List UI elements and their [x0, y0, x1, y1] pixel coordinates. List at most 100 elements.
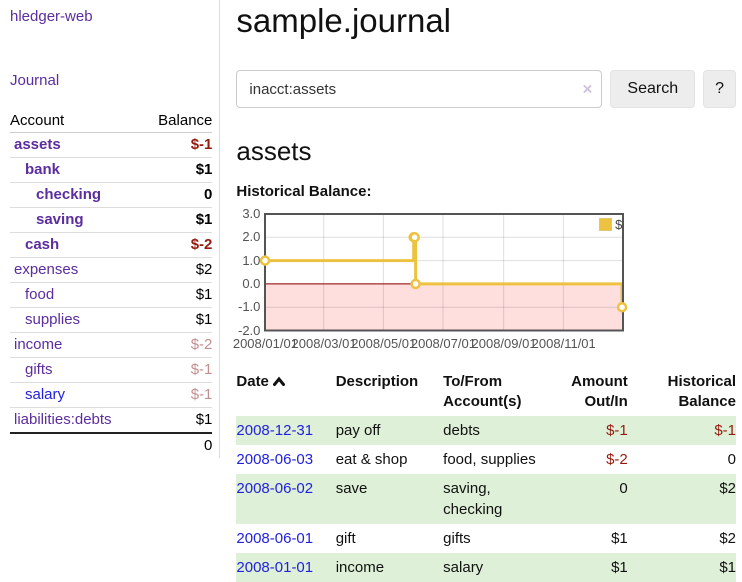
account-link[interactable]: bank [25, 161, 61, 178]
account-balance: $1 [141, 407, 213, 434]
main-content: sample.journal × Search ? assets Histori… [220, 0, 742, 582]
account-link[interactable]: gifts [25, 361, 53, 378]
description-cell: pay off [335, 422, 381, 439]
search-button[interactable]: Search [610, 70, 696, 108]
date-header-label: Date [236, 373, 269, 390]
account-name-cell: salary [10, 382, 142, 408]
account-balance: 0 [141, 182, 213, 208]
account-row: food $1 [10, 282, 213, 308]
register-table: Date Description To/From Account(s) Amou… [236, 370, 736, 582]
x-axis-tick-label: 2008/01/01 [232, 335, 298, 351]
register-row: 2008-06-02 save saving, checking 0 $2 [236, 474, 736, 524]
date-cell: 2008-06-01 [236, 524, 335, 553]
accounts-cell: salary [443, 559, 484, 576]
transaction-date-link[interactable]: 2008-06-02 [236, 480, 314, 497]
amount-cell: 0 [619, 480, 628, 497]
amount-cell: $1 [611, 530, 628, 547]
account-link[interactable]: saving [36, 211, 84, 228]
total-balance: 0 [141, 432, 213, 458]
account-balance: $1 [141, 282, 213, 308]
account-link[interactable]: supplies [25, 311, 81, 328]
account-name-cell: cash [10, 232, 142, 258]
account-link[interactable]: cash [25, 236, 60, 253]
account-link[interactable]: assets [14, 136, 61, 153]
search-input[interactable] [236, 70, 603, 108]
register-row: 2008-06-03 eat & shop food, supplies $-2 0 [236, 445, 736, 474]
account-row: income $-2 [10, 332, 213, 358]
transaction-date-link[interactable]: 2008-01-01 [236, 559, 314, 576]
account-row: saving $1 [10, 207, 213, 233]
account-row: expenses $2 [10, 257, 213, 283]
account-link[interactable]: salary [25, 386, 66, 403]
account-link[interactable]: food [25, 286, 55, 303]
accounts-cell: food, supplies [443, 451, 536, 468]
account-link[interactable]: expenses [14, 261, 79, 278]
account-row: supplies $1 [10, 307, 213, 333]
y-axis-tick-label: 1.0 [242, 252, 261, 268]
account-name-cell: assets [10, 132, 142, 158]
account-name-cell: income [10, 332, 142, 358]
legend-swatch [599, 218, 613, 231]
transaction-date-link[interactable]: 2008-12-31 [236, 422, 314, 439]
account-balance: $2 [141, 257, 213, 283]
account-row: gifts $-1 [10, 357, 213, 383]
account-balance: $1 [141, 207, 213, 233]
x-axis-tick-label: 2008/11/01 [531, 335, 596, 351]
account-row: bank $1 [10, 157, 213, 183]
register-row: 2008-06-01 gift gifts $1 $2 [236, 524, 736, 553]
account-row: cash $-2 [10, 232, 213, 258]
amount-cell: $-1 [606, 422, 628, 439]
account-balance: $1 [141, 307, 213, 333]
page-title: sample.journal [236, 2, 452, 39]
x-axis-tick-label: 2008/09/01 [471, 335, 537, 351]
account-name-cell: saving [10, 207, 142, 233]
sidebar: hledger-web Journal Account Balance asse… [0, 0, 221, 458]
account-balance: $-1 [141, 357, 213, 383]
account-tree: Account Balance assets $-1 bank $1 checking 0… [10, 109, 213, 458]
account-name-cell: liabilities:debts [10, 407, 142, 434]
chart-legend: $ [599, 217, 622, 232]
accounts-cell: gifts [443, 530, 471, 547]
transaction-date-link[interactable]: 2008-06-03 [236, 451, 314, 468]
account-table-body: assets $-1 bank $1 checking 0 saving $1 cash $-2 e… [10, 132, 213, 434]
account-row: liabilities:debts $1 [10, 407, 213, 434]
y-axis-tick-label: -1.0 [237, 299, 261, 315]
account-link[interactable]: checking [36, 186, 102, 203]
register-table-body: 2008-12-31 pay off debts $-1 $-1 2008-06-03 ea… [236, 416, 736, 582]
date-cell: 2008-01-01 [236, 553, 335, 582]
account-row: checking 0 [10, 182, 213, 208]
account-balance: $-2 [141, 232, 213, 258]
clear-search-icon[interactable]: × [582, 79, 593, 99]
account-name-cell: gifts [10, 357, 142, 383]
help-button[interactable]: ? [703, 70, 736, 108]
transaction-date-link[interactable]: 2008-06-01 [236, 530, 314, 547]
y-axis-tick-label: 2.0 [242, 229, 261, 245]
amount-cell: $-2 [606, 451, 628, 468]
legend-label: $ [615, 217, 623, 232]
description-cell: income [335, 559, 385, 576]
balance-chart: $ 3.0 2.0 1.0 0.0 -1.0 -2.0 2008/01/01 2008/03/… [232, 206, 726, 352]
column-header-date[interactable]: Date [236, 370, 335, 416]
account-balance: $1 [141, 157, 213, 183]
brand-link[interactable]: hledger-web [10, 8, 93, 25]
account-name-cell: bank [10, 157, 142, 183]
accounts-cell: debts [443, 422, 480, 439]
y-axis-tick-label: 0.0 [242, 275, 261, 291]
balance-cell: $2 [719, 530, 736, 547]
description-cell: gift [335, 530, 356, 547]
register-row: 2008-01-01 income salary $1 $1 [236, 553, 736, 582]
account-balance: $-1 [141, 132, 213, 158]
account-tree-header-row: Account Balance [10, 109, 213, 133]
sidebar-item-journal[interactable]: Journal [10, 72, 60, 89]
date-cell: 2008-06-02 [236, 474, 335, 524]
balance-cell: $2 [719, 480, 736, 497]
total-row-spacer [10, 432, 142, 458]
search-box: × [236, 70, 603, 108]
accounts-cell: saving, checking [443, 480, 503, 518]
chart-label: Historical Balance: [236, 183, 372, 200]
account-link[interactable]: liabilities:debts [14, 411, 112, 428]
y-axis-tick-label: -2.0 [237, 322, 261, 338]
account-link[interactable]: income [14, 336, 63, 353]
account-name-cell: expenses [10, 257, 142, 283]
